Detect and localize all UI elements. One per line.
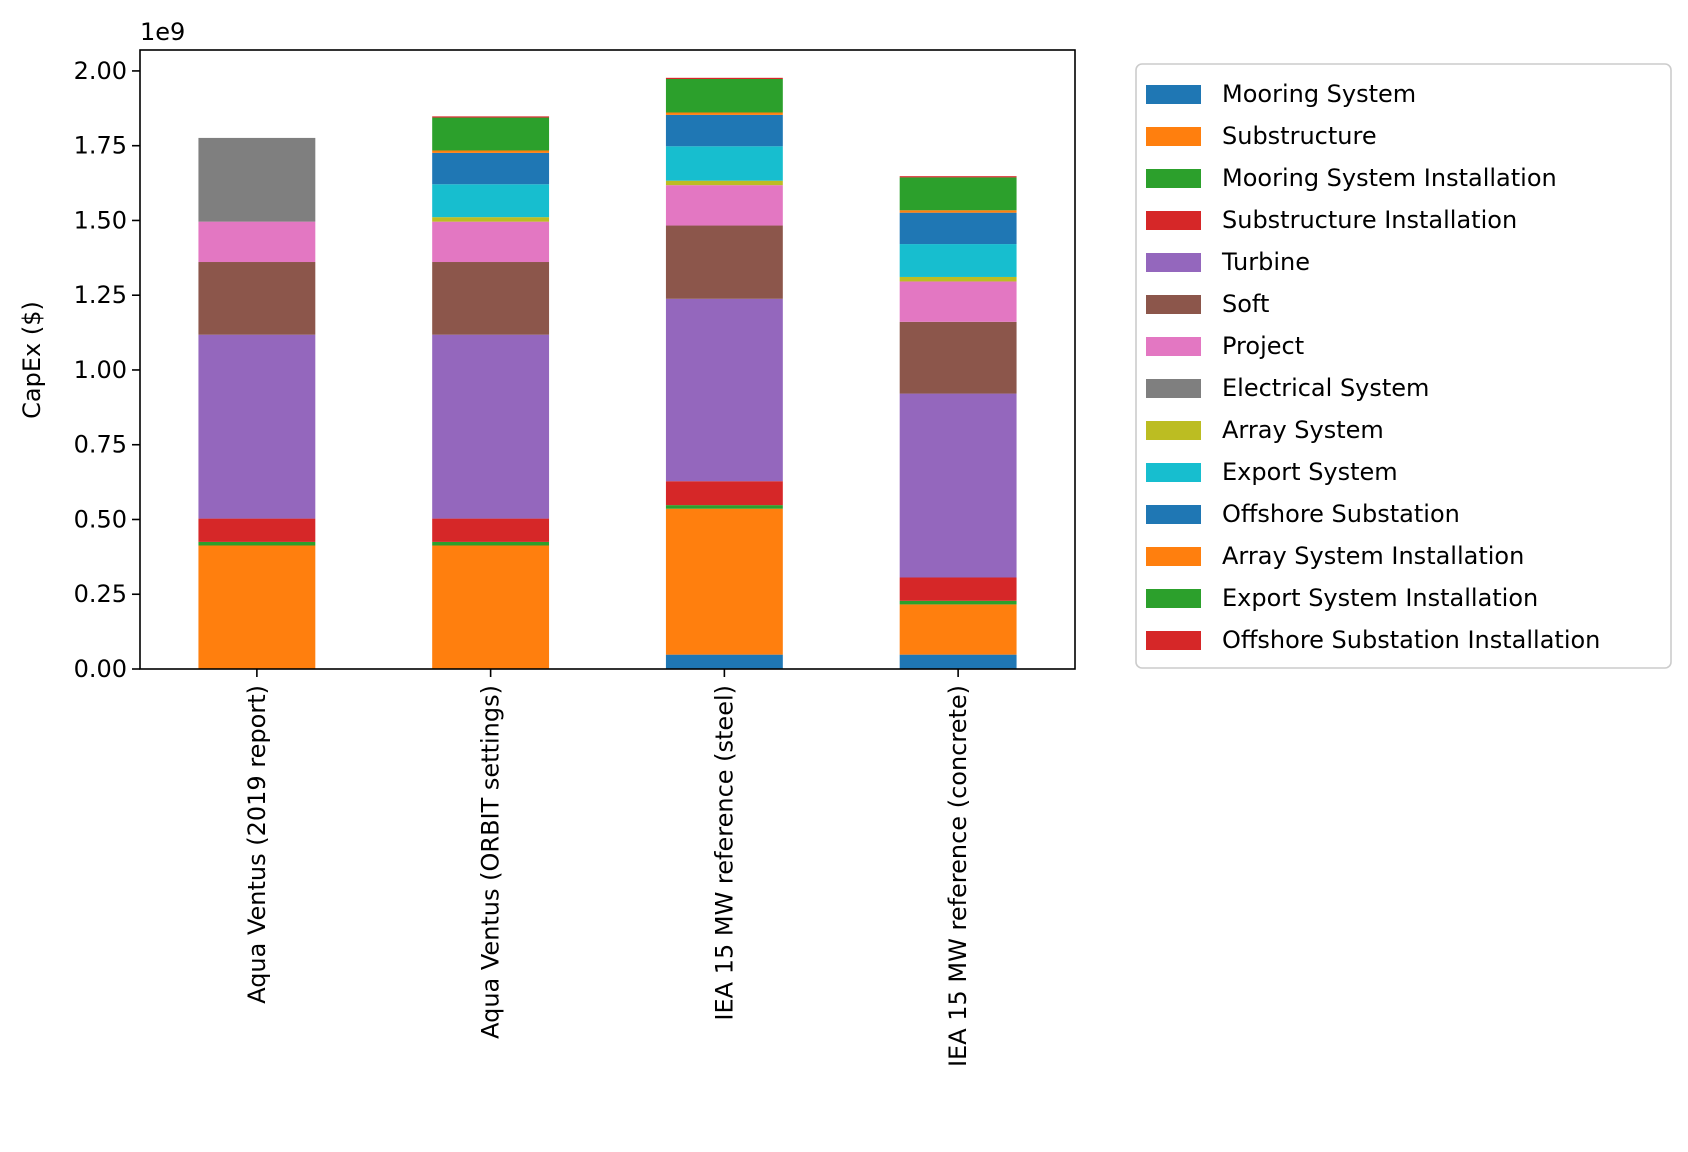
legend-swatch-electrical-system xyxy=(1146,379,1201,398)
legend-swatch-mooring-system-installation xyxy=(1146,169,1201,188)
legend-label-soft: Soft xyxy=(1222,290,1269,318)
y-axis-label: CapEx ($) xyxy=(18,301,46,419)
bar-segment-mooring-system-installation-1 xyxy=(432,541,550,546)
bar-segment-electrical-system-0 xyxy=(198,137,316,222)
legend-swatch-export-system xyxy=(1146,463,1201,482)
legend-swatch-array-system-installation xyxy=(1146,547,1201,566)
legend-swatch-soft xyxy=(1146,295,1201,314)
legend-swatch-offshore-substation xyxy=(1146,505,1201,524)
bar-segment-soft-3 xyxy=(899,321,1017,394)
bar-segment-array-system-2 xyxy=(665,180,783,186)
legend-swatch-substructure xyxy=(1146,127,1201,146)
bar-segment-offshore-substation-3 xyxy=(899,212,1017,245)
y-axis: 0.00 0.25 0.50 0.75 1.00 1.25 1.50 1.75 2.00 xyxy=(74,57,140,683)
x-tick-label: IEA 15 MW reference (concrete) xyxy=(944,685,972,1067)
bar-segment-array-system-installation-2 xyxy=(665,112,783,115)
bar-segment-mooring-system-2 xyxy=(665,654,783,669)
bar-segment-mooring-system-installation-3 xyxy=(899,600,1017,605)
bar-segment-substructure-installation-2 xyxy=(665,481,783,506)
bar-segment-export-system-installation-3 xyxy=(899,177,1017,211)
bar-segment-turbine-0 xyxy=(198,334,316,519)
bar-segment-mooring-system-3 xyxy=(899,654,1017,669)
x-tick-label: Aqua Ventus (ORBIT settings) xyxy=(477,685,505,1039)
y-tick-label: 1.00 xyxy=(74,356,127,384)
x-axis: Aqua Ventus (2019 report) Aqua Ventus (OR… xyxy=(243,669,972,1067)
bar-segment-mooring-system-installation-0 xyxy=(198,541,316,546)
bar-segment-mooring-system-installation-2 xyxy=(665,505,783,509)
bar-segment-soft-1 xyxy=(432,262,550,335)
bar-segment-substructure-3 xyxy=(899,604,1017,655)
bars-layer xyxy=(198,77,1017,669)
legend-label-mooring-system: Mooring System xyxy=(1222,80,1416,108)
bar-segment-export-system-3 xyxy=(899,244,1017,277)
legend-label-offshore-substation: Offshore Substation xyxy=(1222,500,1460,528)
legend-label-project: Project xyxy=(1222,332,1304,360)
legend-swatch-export-system-installation xyxy=(1146,589,1201,608)
bar-segment-offshore-substation-installation-2 xyxy=(665,77,783,80)
bar-segment-project-2 xyxy=(665,185,783,226)
x-tick-label: IEA 15 MW reference (steel) xyxy=(710,685,738,1021)
legend-label-turbine: Turbine xyxy=(1221,248,1310,276)
bar-segment-export-system-1 xyxy=(432,184,550,218)
bar-segment-turbine-3 xyxy=(899,393,1017,578)
legend-swatch-array-system xyxy=(1146,421,1201,440)
legend-label-offshore-substation-installation: Offshore Substation Installation xyxy=(1222,626,1600,654)
y-tick-label: 2.00 xyxy=(74,57,127,85)
bar-segment-offshore-substation-installation-1 xyxy=(432,116,550,118)
bar-segment-soft-2 xyxy=(665,225,783,299)
bar-segment-array-system-1 xyxy=(432,217,550,222)
bar-segment-substructure-2 xyxy=(665,508,783,655)
bar-segment-project-3 xyxy=(899,281,1017,322)
plot-frame xyxy=(139,49,1076,670)
legend-swatch-turbine xyxy=(1146,253,1201,272)
legend-frame xyxy=(1135,63,1672,669)
y-tick-label: 0.50 xyxy=(74,505,127,533)
bar-segment-turbine-1 xyxy=(432,334,550,519)
bar-segment-export-system-installation-1 xyxy=(432,117,550,151)
legend-label-export-system: Export System xyxy=(1222,458,1398,486)
bar-segment-project-0 xyxy=(198,221,316,263)
y-tick-label: 0.25 xyxy=(74,580,127,608)
legend-label-array-system-installation: Array System Installation xyxy=(1222,542,1524,570)
bar-segment-project-1 xyxy=(432,221,550,263)
y-axis-multiplier: 1e9 xyxy=(140,18,185,46)
legend-label-mooring-system-installation: Mooring System Installation xyxy=(1222,164,1557,192)
y-tick-label: 0.00 xyxy=(74,655,127,683)
legend-swatch-substructure-installation xyxy=(1146,211,1201,230)
bar-segment-substructure-installation-0 xyxy=(198,518,316,542)
y-tick-label: 0.75 xyxy=(74,431,127,459)
y-tick-label: 1.25 xyxy=(74,281,127,309)
y-tick-label: 1.50 xyxy=(74,206,127,234)
bar-segment-array-system-installation-1 xyxy=(432,150,550,153)
legend-swatch-project xyxy=(1146,337,1201,356)
bar-segment-offshore-substation-installation-3 xyxy=(899,176,1017,178)
bar-segment-offshore-substation-2 xyxy=(665,114,783,147)
bar-segment-export-system-installation-2 xyxy=(665,79,783,113)
legend-label-array-system: Array System xyxy=(1222,416,1384,444)
bar-segment-substructure-installation-1 xyxy=(432,518,550,542)
bar-segment-array-system-installation-3 xyxy=(899,210,1017,213)
legend: Mooring System Substructure Mooring System… xyxy=(1135,63,1672,669)
bar-segment-turbine-2 xyxy=(665,298,783,482)
bar-segment-soft-0 xyxy=(198,262,316,335)
legend-label-substructure: Substructure xyxy=(1222,122,1377,150)
legend-label-export-system-installation: Export System Installation xyxy=(1222,584,1538,612)
legend-swatch-mooring-system xyxy=(1146,85,1201,104)
legend-label-electrical-system: Electrical System xyxy=(1222,374,1429,402)
legend-label-substructure-installation: Substructure Installation xyxy=(1222,206,1517,234)
bar-segment-substructure-installation-3 xyxy=(899,577,1017,601)
bar-segment-substructure-0 xyxy=(198,545,316,669)
legend-swatch-offshore-substation-installation xyxy=(1146,631,1201,650)
bar-segment-substructure-1 xyxy=(432,545,550,669)
bar-segment-array-system-3 xyxy=(899,276,1017,282)
x-tick-label: Aqua Ventus (2019 report) xyxy=(243,685,271,1004)
bar-segment-export-system-2 xyxy=(665,146,783,181)
y-tick-label: 1.75 xyxy=(74,132,127,160)
bar-segment-offshore-substation-1 xyxy=(432,152,550,185)
